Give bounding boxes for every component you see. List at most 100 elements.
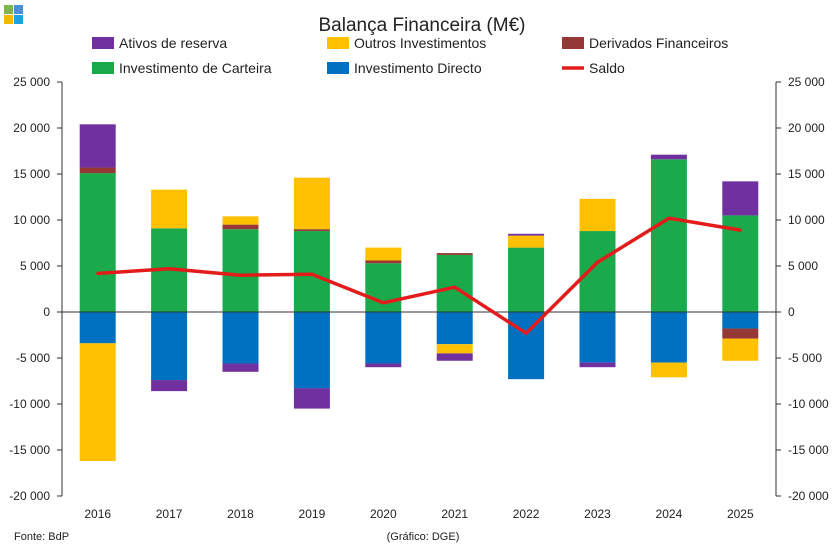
y-tick-label-right: 25 000 <box>788 75 825 89</box>
bar-investimento-de-carteira <box>293 231 330 312</box>
bar-outros-investimentos <box>79 343 116 462</box>
bars <box>79 124 759 462</box>
y-tick-label-left: 10 000 <box>13 213 50 227</box>
y-tick-label-left: -10 000 <box>9 397 50 411</box>
bar-derivados-financeiros <box>365 260 402 264</box>
legend-label-saldo: Saldo <box>589 60 625 76</box>
bar-derivados-financeiros <box>222 224 259 230</box>
y-tick-label-left: 0 <box>43 305 50 319</box>
bar-investimento-directo <box>222 312 259 364</box>
bar-outros-investimentos <box>436 344 473 354</box>
legend-label-derivados-financeiros: Derivados Financeiros <box>589 35 728 51</box>
bar-outros-investimentos <box>508 235 545 248</box>
bar-investimento-de-carteira <box>508 247 545 312</box>
x-tick-label: 2021 <box>441 507 468 521</box>
bar-ativos-de-reserva <box>222 363 259 372</box>
y-tick-label-right: -20 000 <box>788 489 829 503</box>
saldo-point <box>667 216 671 220</box>
y-tick-label-right: -5 000 <box>788 351 822 365</box>
bar-investimento-de-carteira <box>436 254 473 312</box>
bar-outros-investimentos <box>722 338 759 361</box>
y-tick-label-right: 15 000 <box>788 167 825 181</box>
bar-outros-investimentos <box>579 198 616 232</box>
y-tick-label-right: -10 000 <box>788 397 829 411</box>
y-tick-label-left: -5 000 <box>16 351 50 365</box>
saldo-point <box>381 301 385 305</box>
legend-swatch-ativos-de-reserva <box>92 37 114 49</box>
y-tick-label-right: 10 000 <box>788 213 825 227</box>
x-tick-label: 2019 <box>299 507 326 521</box>
bar-investimento-directo <box>722 312 759 329</box>
saldo-point <box>596 260 599 264</box>
bar-investimento-de-carteira <box>79 173 116 312</box>
bar-investimento-directo <box>579 312 616 363</box>
bar-derivados-financeiros <box>436 253 473 255</box>
x-tick-label: 2022 <box>513 507 540 521</box>
x-tick-label: 2024 <box>656 507 683 521</box>
bar-ativos-de-reserva <box>722 181 759 216</box>
bar-derivados-financeiros <box>293 229 330 232</box>
bar-investimento-directo <box>293 312 330 389</box>
bar-derivados-financeiros <box>79 167 116 174</box>
y-tick-label-left: 5 000 <box>20 259 50 273</box>
bar-outros-investimentos <box>293 177 330 230</box>
y-tick-label-right: 0 <box>788 305 795 319</box>
bar-ativos-de-reserva <box>436 353 473 361</box>
y-axis-left: 25 000 20 000 15 000 10 000 5 000 0 -5 000 -10 … <box>9 75 63 503</box>
bar-ativos-de-reserva <box>508 233 545 236</box>
x-tick-label: 2018 <box>227 507 254 521</box>
bar-ativos-de-reserva <box>293 388 330 409</box>
y-axis-right: 25 000 20 000 15 000 10 000 5 000 0 -5 000 -10 … <box>775 75 829 503</box>
chart-title: Balança Financeira (M€) <box>319 15 526 36</box>
y-tick-label-left: -20 000 <box>9 489 50 503</box>
saldo-line <box>96 216 742 335</box>
saldo-polyline <box>97 216 741 335</box>
bar-investimento-directo <box>365 312 402 364</box>
bar-outros-investimentos <box>222 216 259 225</box>
bar-investimento-de-carteira <box>579 231 616 312</box>
bar-investimento-de-carteira <box>650 159 687 312</box>
y-tick-label-right: 5 000 <box>788 259 818 273</box>
x-tick-label: 2016 <box>84 507 111 521</box>
bar-investimento-de-carteira <box>365 263 402 312</box>
bar-outros-investimentos <box>151 189 188 229</box>
legend-label-outros-investimentos: Outros Investimentos <box>354 35 486 51</box>
logo-square <box>4 5 13 14</box>
bar-investimento-directo <box>151 312 188 381</box>
y-tick-label-left: 20 000 <box>13 121 50 135</box>
legend-swatch-outros-investimentos <box>327 37 349 49</box>
bar-investimento-directo <box>79 312 116 344</box>
legend: Ativos de reserva Outros Investimentos Der… <box>92 35 728 76</box>
logo-square <box>4 15 13 24</box>
bar-investimento-directo <box>650 312 687 363</box>
x-tick-label: 2025 <box>727 507 754 521</box>
y-tick-label-right: -15 000 <box>788 443 829 457</box>
bar-investimento-directo <box>436 312 473 345</box>
bar-outros-investimentos <box>365 247 402 261</box>
bar-ativos-de-reserva <box>650 154 687 160</box>
legend-label-investimento-de-carteira: Investimento de Carteira <box>119 60 272 76</box>
legend-label-ativos-de-reserva: Ativos de reserva <box>119 35 227 51</box>
bar-outros-investimentos <box>650 362 687 378</box>
y-tick-label-left: 25 000 <box>13 75 50 89</box>
saldo-point <box>239 273 242 277</box>
bar-ativos-de-reserva <box>579 362 616 368</box>
x-tick-label: 2023 <box>584 507 611 521</box>
bar-investimento-de-carteira <box>222 229 259 312</box>
legend-swatch-investimento-de-carteira <box>92 62 114 74</box>
y-tick-label-left: -15 000 <box>9 443 50 457</box>
x-tick-label: 2017 <box>156 507 183 521</box>
bar-ativos-de-reserva <box>151 380 188 392</box>
bar-ativos-de-reserva <box>79 124 116 168</box>
logo-icon <box>4 5 23 24</box>
source-note: Fonte: BdP <box>14 531 69 543</box>
saldo-point <box>96 271 100 275</box>
y-tick-label-left: 15 000 <box>13 167 50 181</box>
bar-derivados-financeiros <box>722 328 759 339</box>
saldo-point <box>310 272 314 276</box>
saldo-point <box>738 228 742 232</box>
legend-swatch-derivados-financeiros <box>562 37 584 49</box>
logo-square <box>14 5 23 14</box>
y-tick-label-right: 20 000 <box>788 121 825 135</box>
